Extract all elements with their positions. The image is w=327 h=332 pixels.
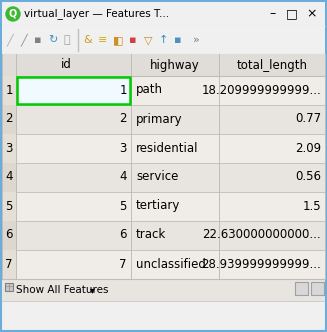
Text: virtual_layer — Features T...: virtual_layer — Features T...	[24, 9, 169, 20]
Text: Q: Q	[9, 9, 17, 19]
Text: 2.09: 2.09	[295, 141, 321, 154]
Text: &: &	[84, 35, 92, 45]
Bar	[2, 221, 325, 250]
Text: 0.77: 0.77	[295, 113, 321, 125]
Text: ▪: ▪	[129, 35, 137, 45]
Text: 🔒: 🔒	[64, 35, 70, 45]
Bar	[2, 279, 325, 301]
Text: 22.630000000000...: 22.630000000000...	[202, 228, 321, 241]
Text: –: –	[270, 8, 276, 21]
Text: tertiary: tertiary	[136, 200, 181, 212]
Text: 4: 4	[5, 171, 13, 184]
Text: 3: 3	[5, 141, 13, 154]
Text: primary: primary	[136, 113, 182, 125]
Text: ×: ×	[307, 8, 317, 21]
Text: ▪: ▪	[34, 35, 42, 45]
Text: unclassified: unclassified	[136, 258, 206, 271]
Bar	[2, 134, 325, 163]
Text: 1: 1	[119, 84, 127, 97]
Bar	[5, 283, 13, 291]
Text: 1: 1	[5, 84, 13, 97]
Text: 7: 7	[5, 258, 13, 271]
Text: »: »	[193, 35, 199, 45]
Bar	[2, 250, 325, 279]
Bar	[2, 192, 16, 221]
Bar	[2, 76, 325, 105]
Text: 7: 7	[119, 258, 127, 271]
Text: Show All Features: Show All Features	[16, 285, 109, 295]
Circle shape	[6, 7, 20, 21]
Text: ▪: ▪	[174, 35, 182, 45]
Bar	[2, 163, 16, 192]
Text: track: track	[136, 228, 166, 241]
Text: 28.939999999999...: 28.939999999999...	[201, 258, 321, 271]
Bar	[2, 192, 325, 221]
Text: 5: 5	[5, 200, 13, 212]
Text: □: □	[286, 8, 298, 21]
Text: 4: 4	[119, 171, 127, 184]
Text: 6: 6	[119, 228, 127, 241]
Bar	[2, 250, 16, 279]
Text: ◧: ◧	[113, 35, 123, 45]
Text: 5: 5	[120, 200, 127, 212]
Bar	[2, 54, 325, 76]
Bar	[2, 26, 325, 54]
Text: 0.56: 0.56	[295, 171, 321, 184]
Text: highway: highway	[150, 58, 200, 71]
Text: 6: 6	[5, 228, 13, 241]
Bar	[311, 282, 324, 295]
Text: 3: 3	[120, 141, 127, 154]
Text: service: service	[136, 171, 178, 184]
Bar	[2, 54, 325, 279]
Text: id: id	[60, 58, 71, 71]
Bar	[2, 163, 325, 192]
Bar	[17, 77, 130, 104]
Bar	[2, 76, 16, 105]
Text: residential: residential	[136, 141, 198, 154]
Text: ╱: ╱	[21, 34, 27, 46]
Bar	[2, 105, 16, 134]
Text: ↑: ↑	[158, 35, 168, 45]
Bar	[2, 221, 16, 250]
Text: ↻: ↻	[48, 35, 58, 45]
Text: 1.5: 1.5	[302, 200, 321, 212]
Text: ▽: ▽	[144, 35, 152, 45]
Text: path: path	[136, 84, 163, 97]
Bar	[2, 134, 16, 163]
Text: 2: 2	[5, 113, 13, 125]
Bar	[2, 105, 325, 134]
Text: 2: 2	[119, 113, 127, 125]
Text: 18.209999999999...: 18.209999999999...	[201, 84, 321, 97]
Text: total_length: total_length	[236, 58, 307, 71]
Bar	[2, 2, 325, 26]
Bar	[295, 282, 308, 295]
Text: ╱: ╱	[7, 34, 13, 46]
Text: ≡: ≡	[98, 35, 108, 45]
Text: ▾: ▾	[90, 285, 95, 295]
